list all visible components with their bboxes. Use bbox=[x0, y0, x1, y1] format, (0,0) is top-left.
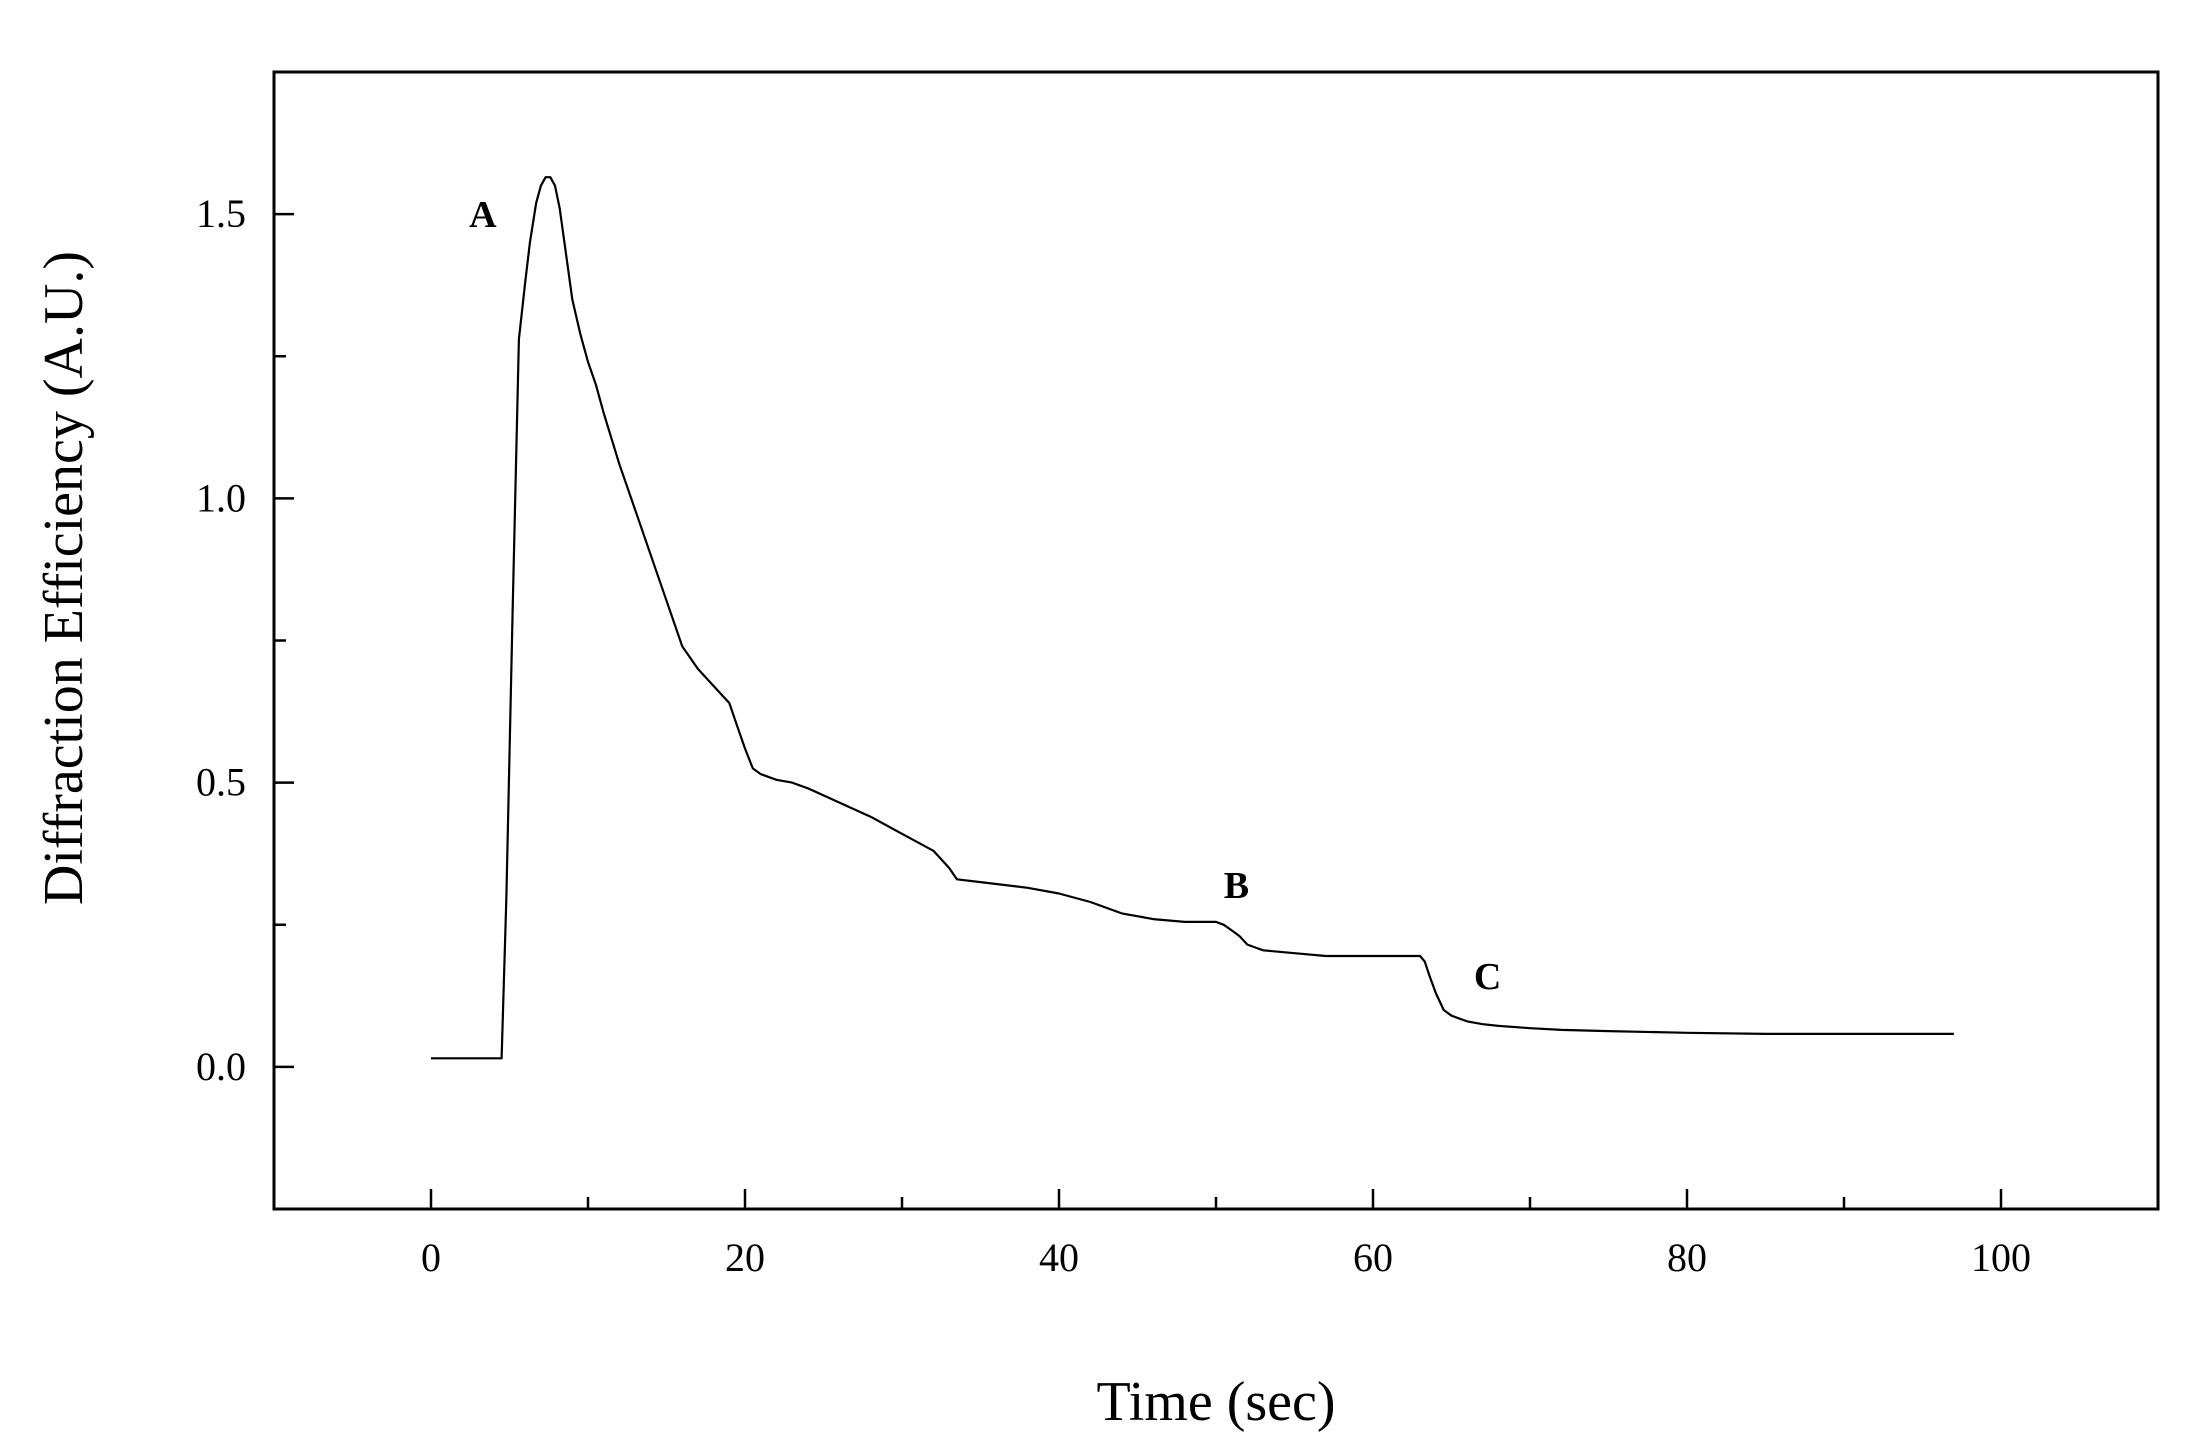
y-tick-label: 1.0 bbox=[196, 475, 246, 520]
x-tick-label: 100 bbox=[1971, 1235, 2031, 1280]
y-tick-label: 0.5 bbox=[196, 760, 246, 805]
plot-frame bbox=[272, 70, 2160, 1211]
series-layer bbox=[431, 176, 1954, 1060]
x-axis: 0 20 40 60 80 100 bbox=[421, 1189, 2031, 1280]
annotation-label: B bbox=[1224, 865, 1249, 907]
y-axis: 0.0 0.5 1.0 1.5 bbox=[196, 191, 294, 1211]
annotation-label: A bbox=[469, 194, 497, 236]
x-tick-label: 20 bbox=[725, 1235, 765, 1280]
annotation-layer: A B C bbox=[469, 194, 1501, 998]
x-tick-label: 60 bbox=[1353, 1235, 1393, 1280]
x-tick-label: 40 bbox=[1039, 1235, 1079, 1280]
annotation-label: C bbox=[1474, 956, 1501, 998]
y-tick-label: 1.5 bbox=[196, 191, 246, 236]
x-axis-title: Time (sec) bbox=[1096, 1371, 1335, 1433]
y-tick-label: 0.0 bbox=[196, 1044, 246, 1089]
x-tick-label: 0 bbox=[421, 1235, 441, 1280]
y-axis-title: Diffraction Efficiency (A.U.) bbox=[33, 251, 95, 905]
x-tick-label: 80 bbox=[1667, 1235, 1707, 1280]
series-line bbox=[431, 176, 1954, 1060]
